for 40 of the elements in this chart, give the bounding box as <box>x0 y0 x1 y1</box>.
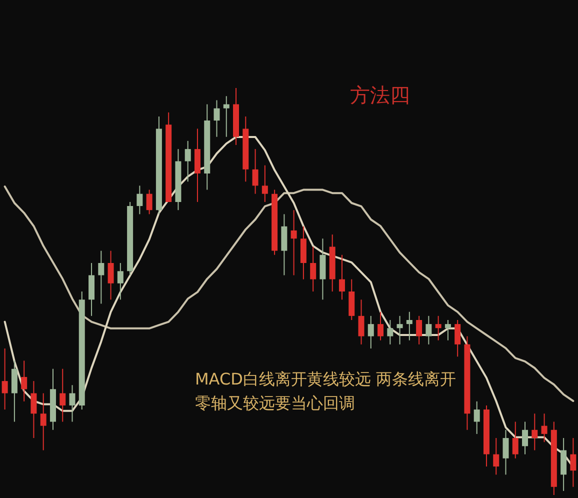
candlestick <box>262 164 268 202</box>
candlestick <box>146 189 152 215</box>
candlestick <box>252 148 258 194</box>
candlestick <box>406 311 412 341</box>
candlestick <box>21 360 28 402</box>
candlestick <box>108 250 114 300</box>
candlestick <box>184 140 191 182</box>
candlestick <box>378 311 384 341</box>
candlestick <box>512 421 518 459</box>
candlestick <box>69 384 76 422</box>
candlestick <box>474 400 480 434</box>
candlestick <box>387 319 394 345</box>
candlestick <box>310 246 316 292</box>
candlestick <box>98 250 104 304</box>
annotation: MACD白线离开黄线较远 两条线离开零轴又较远要当心回调 <box>195 370 456 412</box>
candlestick <box>290 210 297 276</box>
candlestick <box>60 368 66 422</box>
candlestick <box>358 299 364 345</box>
candlestick <box>454 319 461 358</box>
candlestick <box>223 96 230 138</box>
candlestick <box>502 429 509 476</box>
chart-title: 方法四 <box>350 83 410 107</box>
candlestick <box>522 421 528 455</box>
candlestick <box>117 262 124 300</box>
candlestick <box>30 380 37 439</box>
candlestick <box>416 315 422 345</box>
candlestick <box>444 319 451 341</box>
candlestick <box>426 315 432 345</box>
candlestick <box>570 438 576 488</box>
candlestick <box>396 315 403 345</box>
candlestick <box>368 315 374 349</box>
candlestick <box>2 348 8 410</box>
candlestick <box>493 438 500 476</box>
candlestick <box>532 413 538 451</box>
candlestick <box>136 185 143 215</box>
candlestick <box>541 413 548 443</box>
candlestick <box>214 100 220 138</box>
candlestick <box>40 392 46 451</box>
candlestick <box>435 315 442 341</box>
candlestick <box>338 254 345 300</box>
